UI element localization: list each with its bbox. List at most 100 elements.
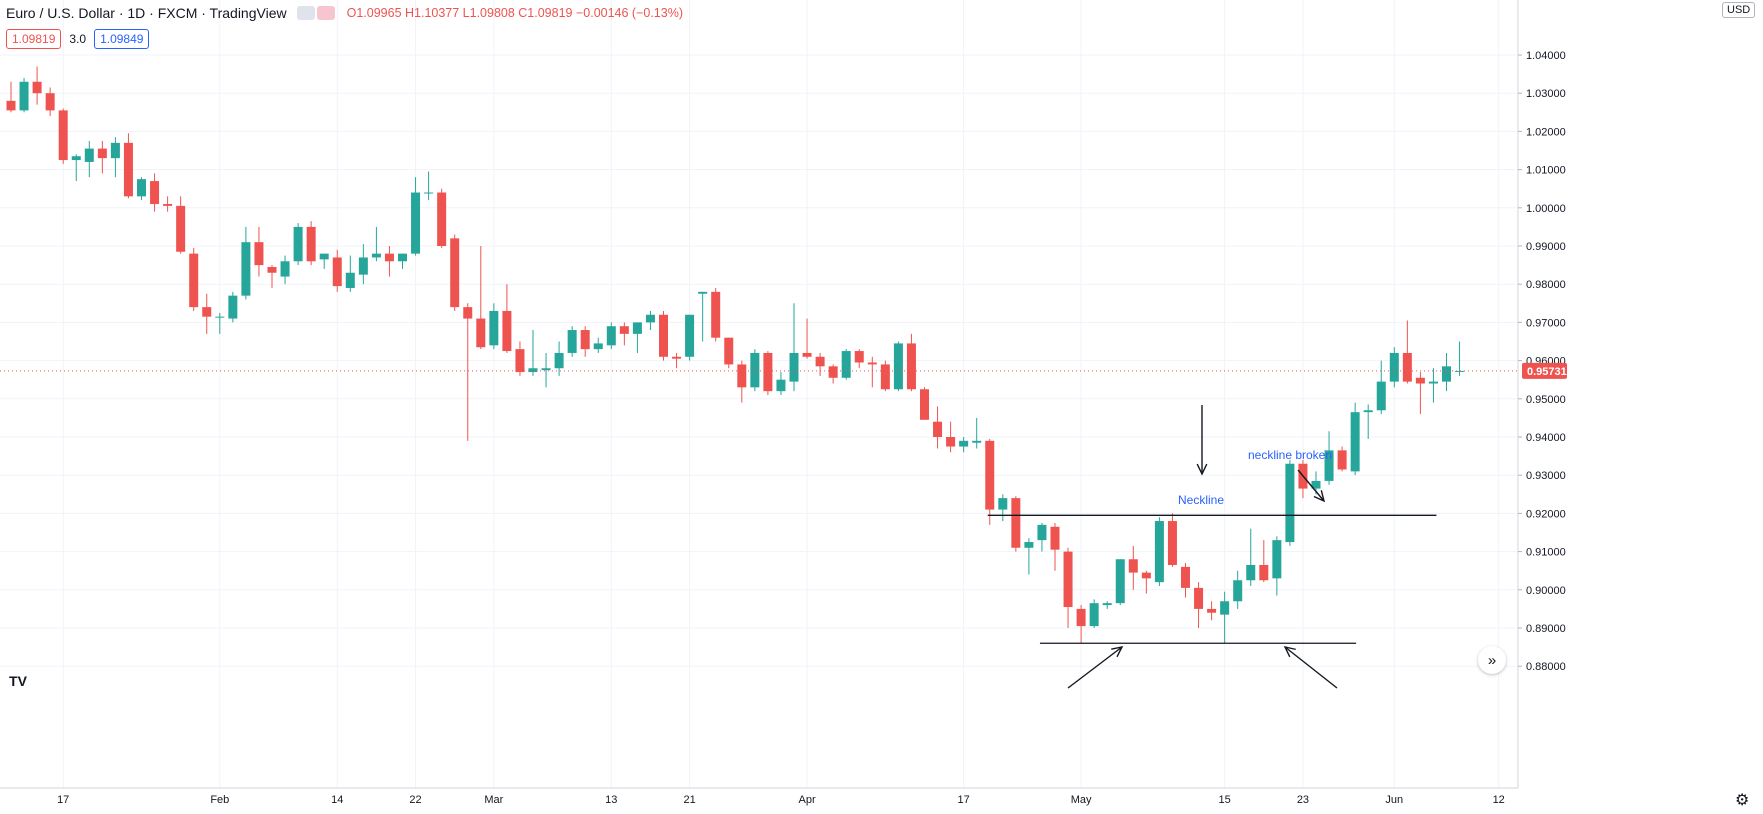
candle-body xyxy=(1128,559,1138,573)
candle-body xyxy=(123,142,133,197)
candle xyxy=(1363,404,1373,439)
buy-price-button[interactable]: 1.09849 xyxy=(94,29,150,49)
candle-body xyxy=(58,110,68,161)
candle xyxy=(1428,368,1438,403)
candle xyxy=(698,291,708,342)
candle xyxy=(1220,591,1230,644)
price-tick-label: 0.94000 xyxy=(1526,432,1566,444)
candle-body xyxy=(1246,564,1256,581)
ohlc-values: O1.09965 H1.10377 L1.09808 C1.09819 −0.0… xyxy=(346,6,683,20)
candle-body xyxy=(502,310,512,352)
candle xyxy=(946,421,956,453)
price-tick-label: 0.98000 xyxy=(1526,279,1566,291)
candle-body xyxy=(1076,608,1086,627)
candle-body xyxy=(959,440,969,447)
candle-body xyxy=(1167,521,1177,565)
candle-body xyxy=(71,156,81,161)
neckline-arrow xyxy=(1196,405,1208,476)
currency-button[interactable]: USD xyxy=(1722,2,1756,18)
candle xyxy=(776,372,786,395)
candle-body xyxy=(528,368,538,373)
candle xyxy=(45,87,55,117)
time-tick-label: 15 xyxy=(1219,794,1231,806)
candle-body xyxy=(280,261,290,277)
neckline-label: Neckline xyxy=(1178,493,1224,507)
candle-body xyxy=(802,352,812,357)
candle-body xyxy=(632,322,642,334)
candle-body xyxy=(1063,551,1073,607)
candle xyxy=(463,303,473,441)
right-bottom-arrow-shaft xyxy=(1284,646,1338,689)
candle-body xyxy=(254,242,264,266)
candle xyxy=(58,108,68,164)
candle xyxy=(828,364,838,384)
candle-body xyxy=(1141,572,1151,579)
candle xyxy=(1350,402,1360,476)
candle-body xyxy=(1415,377,1425,384)
candle xyxy=(228,291,238,323)
candle xyxy=(1324,431,1334,485)
candle-body xyxy=(1285,463,1295,543)
candle xyxy=(580,326,590,357)
candle xyxy=(97,140,107,174)
candle-body xyxy=(1311,480,1321,489)
candle-body xyxy=(933,421,943,437)
candle-body xyxy=(45,93,55,111)
candle-body xyxy=(789,352,799,382)
candle xyxy=(476,246,486,350)
neckline-arrow-head xyxy=(1196,463,1208,476)
candle xyxy=(123,133,133,199)
candle-body xyxy=(176,205,186,252)
candle xyxy=(1154,517,1164,586)
candle xyxy=(1246,528,1256,586)
candle-body xyxy=(202,307,212,317)
candle-body xyxy=(1389,352,1399,382)
neckline-broken-arrow xyxy=(1297,469,1326,503)
candle xyxy=(163,196,173,212)
left-bottom-arrow-shaft xyxy=(1067,646,1123,689)
candle xyxy=(1389,347,1399,388)
candle-body xyxy=(828,366,838,378)
candle xyxy=(1050,522,1060,571)
candle xyxy=(567,326,577,357)
candle xyxy=(358,244,368,285)
price-tick-label: 1.00000 xyxy=(1526,203,1566,215)
candle-body xyxy=(228,295,238,319)
candle xyxy=(189,247,199,311)
candle-body xyxy=(97,148,107,159)
candle-body xyxy=(450,238,460,308)
candle xyxy=(1455,341,1465,376)
left-bottom-arrow xyxy=(1067,646,1124,689)
candle xyxy=(1181,563,1190,598)
candle xyxy=(1337,446,1347,472)
candle-body xyxy=(150,181,160,204)
candle xyxy=(1141,570,1151,594)
candle-body xyxy=(1324,450,1334,481)
candle-body xyxy=(1089,603,1099,627)
candle-body xyxy=(606,326,616,346)
candle xyxy=(241,226,251,300)
price-tick-label: 0.91000 xyxy=(1526,547,1566,559)
right-bottom-arrow xyxy=(1283,646,1338,689)
time-tick-label: May xyxy=(1071,794,1092,806)
candle xyxy=(502,284,512,353)
candle-body xyxy=(1402,352,1412,382)
candle xyxy=(202,293,212,334)
candle-body xyxy=(1207,608,1217,613)
candle-body xyxy=(293,226,303,262)
symbol-title[interactable]: Euro / U.S. Dollar · 1D · FXCM · Trading… xyxy=(6,5,287,21)
candle xyxy=(84,140,94,178)
last-price-label: 0.95731 xyxy=(1527,366,1567,378)
candle-body xyxy=(1428,381,1438,384)
settings-gear-icon[interactable]: ⚙ xyxy=(1735,792,1750,809)
scroll-to-realtime-button[interactable]: » xyxy=(1478,646,1506,674)
candle xyxy=(854,349,864,369)
candle-body xyxy=(815,356,825,367)
candle-body xyxy=(1154,521,1164,583)
market-status-icons xyxy=(296,6,335,20)
time-axis-bg xyxy=(0,788,1518,814)
candle xyxy=(711,288,721,342)
sell-price-button[interactable]: 1.09819 xyxy=(6,29,62,49)
tradingview-logo-icon[interactable]: TV xyxy=(9,673,27,689)
